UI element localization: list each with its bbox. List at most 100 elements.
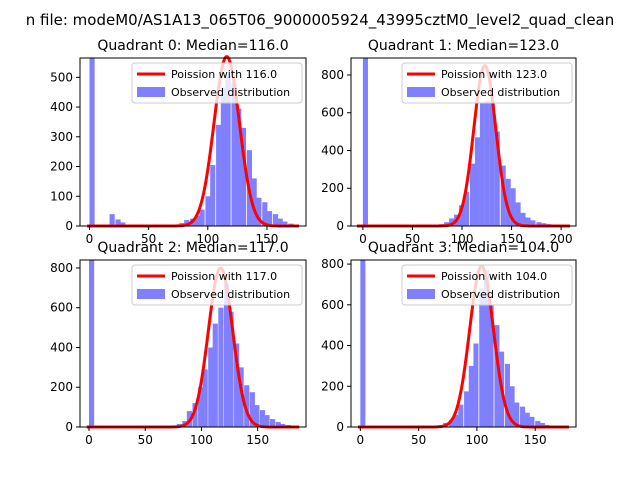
quadrant-title: Quadrant 3: Median=104.0 [368, 240, 559, 256]
y-tick-label: 600 [321, 298, 344, 312]
y-tick-label: 800 [321, 68, 344, 82]
histogram-bar [192, 403, 198, 427]
y-tick-label: 200 [50, 380, 73, 394]
x-tick-label: 150 [255, 232, 278, 246]
histogram-bar [484, 101, 490, 226]
histogram-bar [536, 222, 542, 226]
histogram-bar [218, 307, 224, 427]
figure-suptitle: n file: modeM0/AS1A13_065T06_9000005924_… [26, 11, 615, 30]
histogram-bar [89, 58, 95, 226]
quadrant-title: Quadrant 2: Median=117.0 [97, 240, 288, 256]
histogram-bar [220, 87, 226, 226]
histogram-bar [212, 323, 218, 427]
quadrant-title: Quadrant 1: Median=123.0 [368, 38, 559, 54]
x-tick-label: 100 [465, 433, 488, 447]
x-tick-label: 100 [451, 232, 474, 246]
histogram-bar [520, 212, 526, 226]
histogram-bar [225, 75, 231, 226]
histogram-bar [449, 218, 455, 226]
y-tick-label: 0 [336, 420, 344, 434]
x-tick-label: 100 [190, 433, 213, 447]
histogram-bar [488, 304, 494, 427]
histogram-bar [199, 209, 205, 226]
histogram-bar [473, 343, 479, 427]
legend-label-poisson: Poission with 116.0 [171, 68, 277, 81]
x-tick-label: 50 [405, 232, 420, 246]
axes-frame [79, 259, 307, 428]
axes-frame [350, 259, 577, 428]
histogram-bar [109, 214, 115, 226]
legend-patch-swatch [407, 289, 435, 299]
histogram-bar [205, 196, 211, 226]
legend-patch-swatch [407, 87, 435, 97]
quadrant-1-panel: 0 50 100 150 200 0 200 400 600 800 Quadrant 1: Med… [321, 38, 577, 246]
histogram-bar [216, 124, 222, 226]
legend-label-observed: Observed distribution [441, 86, 560, 99]
axes-frame [350, 57, 577, 227]
histogram-bar [275, 422, 281, 427]
histogram-bar [468, 365, 474, 427]
histogram-bar [120, 222, 126, 226]
y-tick-label: 800 [321, 257, 344, 271]
y-tick-label: 400 [50, 100, 73, 114]
quadrant-3-panel: 0 50 100 150 0 200 400 600 800 Quadrant 3: Median… [321, 240, 577, 447]
x-tick-label: 0 [86, 232, 94, 246]
histogram-bar [514, 402, 520, 427]
histogram-bar [535, 420, 541, 427]
histogram-bar [223, 283, 230, 427]
histogram-bar [494, 325, 500, 427]
histogram-bar [240, 127, 247, 226]
histogram-bar [282, 221, 288, 226]
legend-label-poisson: Poission with 123.0 [441, 68, 547, 81]
histogram-bar [505, 178, 511, 226]
legend-label-observed: Observed distribution [441, 288, 560, 301]
histogram-bar [210, 165, 216, 226]
histogram-bar [469, 163, 476, 226]
y-tick-label: 200 [321, 379, 344, 393]
histogram-bar [464, 192, 470, 226]
y-tick-label: 300 [50, 130, 73, 144]
axes-frame [79, 57, 307, 227]
histogram-bar [249, 392, 255, 427]
histogram-bar [530, 220, 536, 226]
histogram-bar [539, 422, 545, 427]
histogram-bar [479, 103, 485, 226]
x-tick-label: 150 [500, 232, 523, 246]
y-tick-label: 600 [321, 106, 344, 120]
histogram-bar [262, 202, 268, 226]
y-tick-label: 400 [50, 340, 73, 354]
histogram-bar [231, 83, 237, 227]
histogram-bar [228, 311, 234, 427]
y-tick-label: 0 [336, 219, 344, 233]
legend-box [401, 264, 573, 306]
x-tick-label: 0 [85, 433, 93, 447]
histogram-bar [489, 103, 495, 226]
histogram-bar [270, 419, 276, 427]
histogram-bar [238, 367, 244, 427]
y-tick-label: 0 [65, 420, 73, 434]
histogram-bar [520, 406, 526, 427]
y-tick-label: 400 [321, 339, 344, 353]
y-tick-label: 400 [321, 143, 344, 157]
histogram-bar [266, 211, 273, 226]
histogram-bar [483, 270, 489, 427]
histogram-bar [510, 188, 516, 226]
y-tick-label: 200 [321, 181, 344, 195]
legend-label-observed: Observed distribution [171, 288, 290, 301]
y-tick-label: 100 [50, 189, 73, 203]
histogram-bar [360, 260, 366, 427]
quadrant-0-panel: 0 50 100 150 0 100 200 300 400 500 Quadrant 0: Med… [50, 38, 307, 246]
histogram-bar [509, 386, 515, 427]
x-tick-label: 0 [357, 433, 365, 447]
y-tick-label: 0 [65, 219, 73, 233]
histogram-bar [259, 410, 266, 427]
x-tick-label: 100 [196, 232, 219, 246]
y-tick-label: 600 [50, 301, 73, 315]
histogram-bar [236, 108, 242, 226]
histogram-bar [453, 414, 459, 427]
histogram-bar [264, 415, 270, 427]
histogram-bar [234, 343, 240, 427]
histogram-bar [464, 391, 470, 427]
histogram-bar [256, 197, 262, 226]
